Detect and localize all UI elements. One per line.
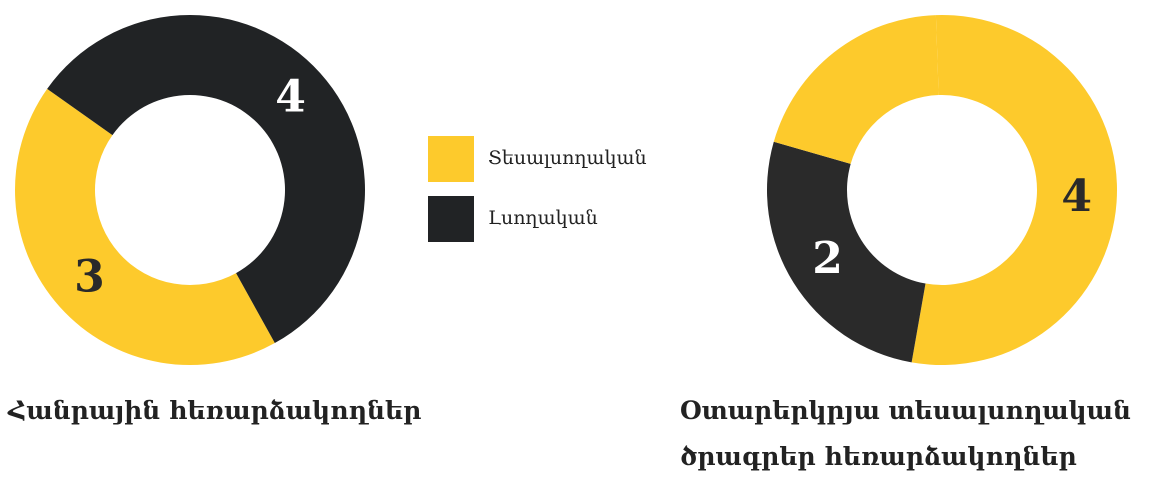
chart-title: Հանրային հեռարձակողներ — [8, 396, 422, 425]
donut-slice — [773, 15, 939, 164]
donut-slice — [766, 141, 926, 363]
legend-label: Տեսալսողական — [488, 147, 647, 169]
donut-slice — [911, 14, 1118, 366]
legend-swatch — [428, 196, 474, 242]
chart-title: Օտարերկրյա տեսալսողական ծրագրեր հեռարձակ… — [680, 396, 1131, 471]
page: 3 4 4 2 Տեսալսողական Լսողական Հանրային հեռարձ… — [8, 14, 1131, 471]
slice-label: 2 — [812, 233, 843, 284]
chart: 3 4 4 2 Տեսալսողական Լսողական — [15, 14, 1118, 366]
slice-label: 4 — [275, 71, 306, 122]
donut-slice — [15, 88, 275, 365]
slice-label: 4 — [1061, 171, 1092, 222]
donut-slice — [47, 14, 366, 344]
slice-label: 3 — [74, 252, 105, 303]
legend-label: Լսողական — [488, 207, 598, 229]
legend-swatch — [428, 136, 474, 182]
